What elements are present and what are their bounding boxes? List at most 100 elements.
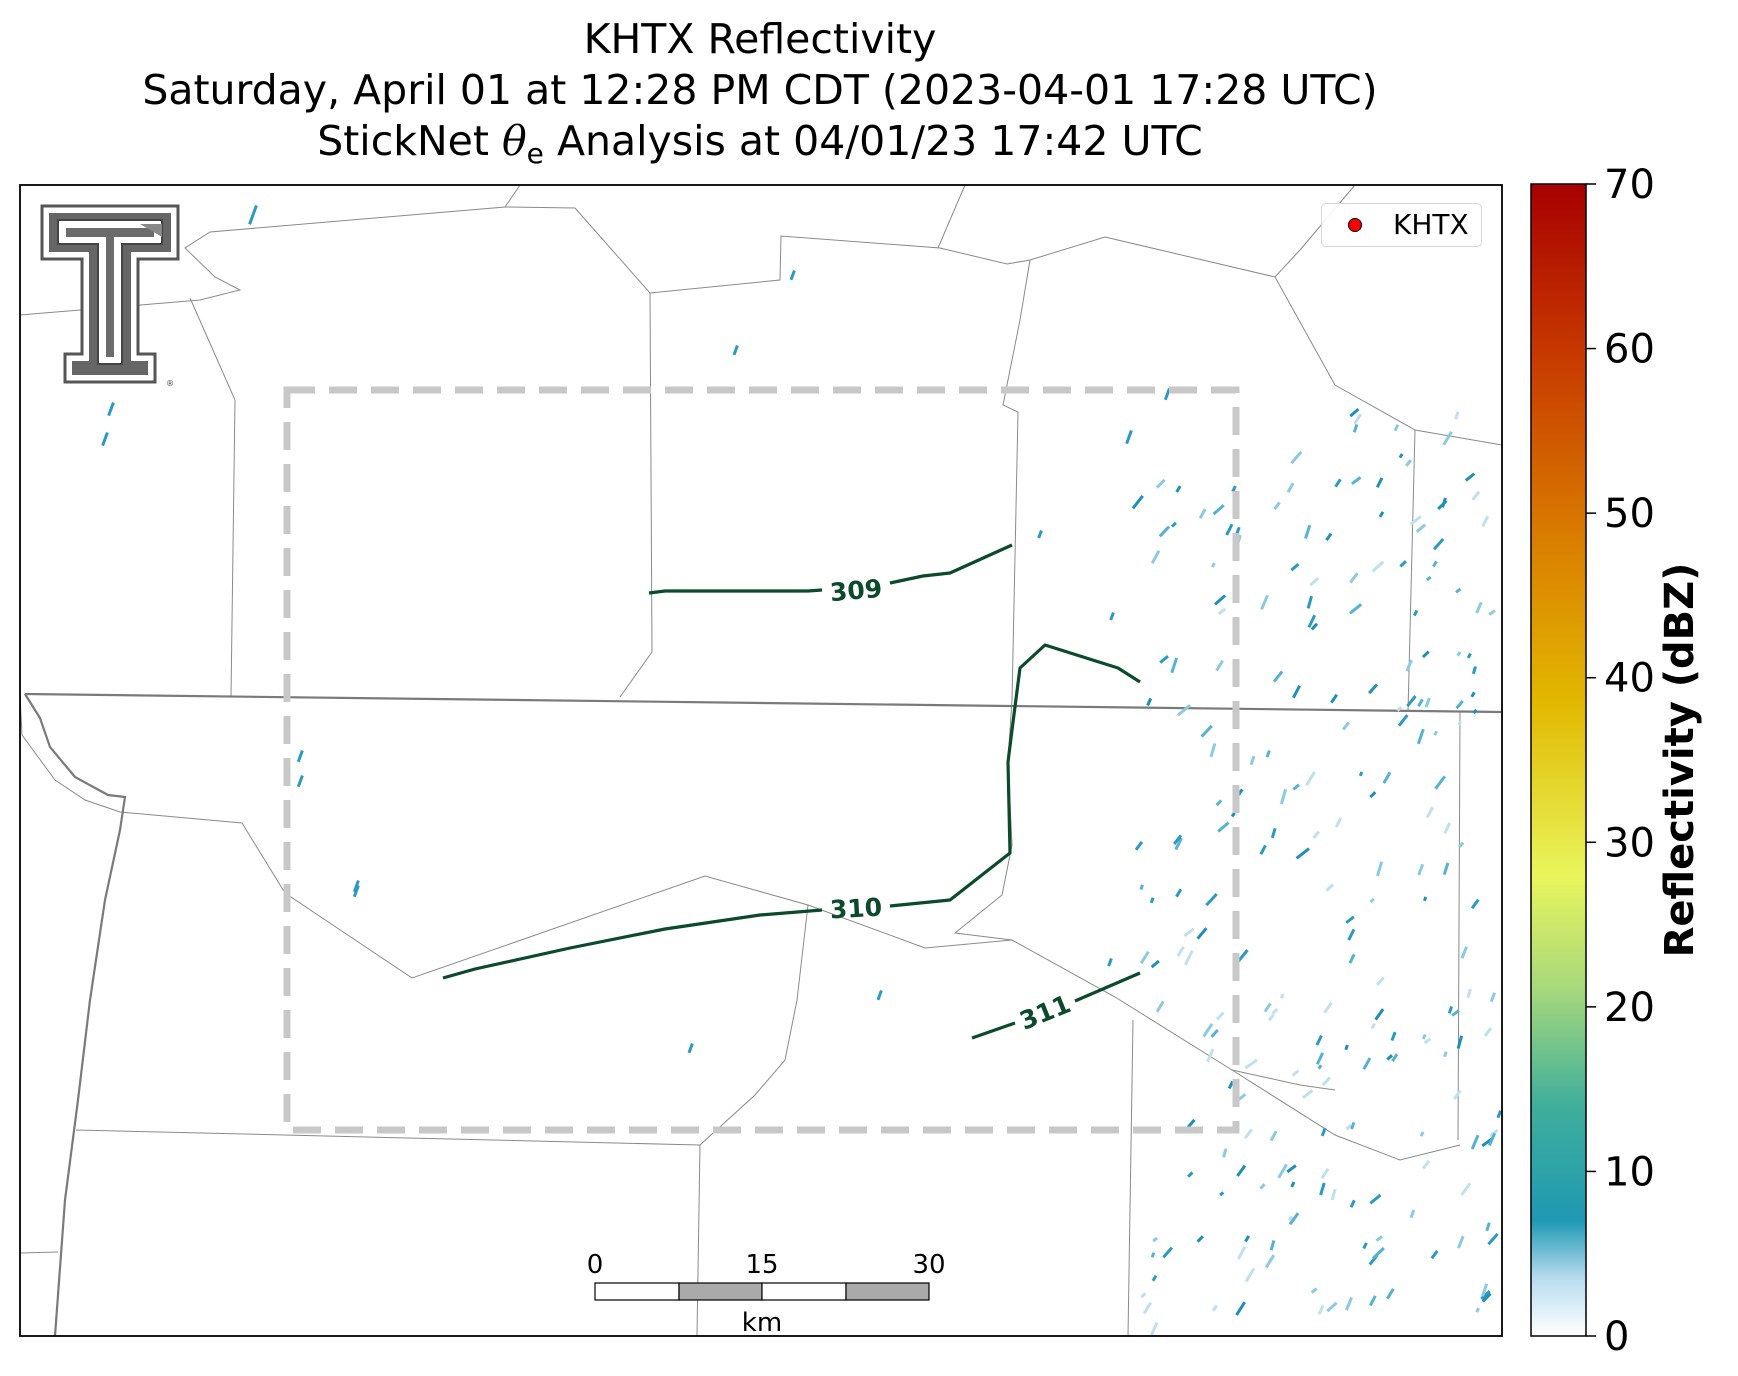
reflectivity-speck	[352, 880, 360, 893]
colorbar-tick-label: 60	[1604, 327, 1655, 373]
reflectivity-speck	[1455, 587, 1462, 594]
colorbar-tick-label: 10	[1604, 1149, 1655, 1195]
scale-tick-15: 15	[745, 1250, 778, 1280]
reflectivity-speck	[1443, 822, 1452, 834]
reflectivity-speck	[1196, 927, 1208, 940]
reflectivity-returns	[101, 205, 1502, 1336]
reflectivity-speck	[1415, 523, 1427, 533]
reflectivity-speck	[1295, 847, 1310, 860]
reflectivity-speck	[1244, 1235, 1251, 1243]
reflectivity-speck	[1371, 560, 1385, 573]
reflectivity-speck	[1210, 1029, 1219, 1038]
reflectivity-speck	[1487, 1232, 1499, 1246]
reflectivity-speck	[1150, 959, 1160, 969]
reflectivity-speck	[1423, 896, 1428, 902]
reflectivity-speck	[1219, 1191, 1225, 1197]
reflectivity-speck	[1447, 1006, 1453, 1014]
reflectivity-speck	[1454, 411, 1460, 420]
reflectivity-speck	[1317, 1064, 1323, 1070]
reflectivity-speck	[1369, 1193, 1382, 1205]
reflectivity-speck	[1326, 1301, 1338, 1313]
reflectivity-speck	[1341, 721, 1351, 731]
reflectivity-speck	[1139, 884, 1144, 891]
reflectivity-speck	[1286, 482, 1295, 493]
reflectivity-speck	[1205, 893, 1218, 907]
reflectivity-speck	[1385, 1288, 1395, 1300]
reflectivity-speck	[1350, 476, 1362, 486]
contour-label-310: 310	[829, 893, 883, 925]
reflectivity-speck	[1273, 501, 1281, 511]
reflectivity-speck	[1397, 714, 1409, 727]
reflectivity-speck	[1375, 477, 1384, 488]
reflectivity-speck	[1152, 1236, 1158, 1243]
colorbar-tick-label: 50	[1604, 491, 1655, 537]
scale-tick-0: 0	[587, 1250, 604, 1280]
reflectivity-speck	[1107, 957, 1113, 967]
reflectivity-speck	[1140, 1292, 1147, 1299]
reflectivity-speck	[1292, 684, 1301, 699]
reflectivity-speck	[1320, 1127, 1327, 1137]
reflectivity-speck	[1417, 698, 1424, 708]
reflectivity-speck	[1210, 562, 1216, 568]
reflectivity-speck	[1170, 657, 1179, 674]
reflectivity-speck	[1162, 1246, 1174, 1259]
reflectivity-speck	[1151, 1274, 1158, 1282]
texas-tech-logo: ®	[40, 204, 180, 393]
reflectivity-speck	[1442, 431, 1453, 446]
reflectivity-speck	[1150, 1252, 1156, 1258]
reflectivity-speck	[1396, 705, 1403, 712]
colorbar-gradient	[1530, 183, 1587, 1337]
reflectivity-speck	[101, 432, 109, 447]
reflectivity-speck	[248, 205, 258, 225]
reflectivity-speck	[1376, 976, 1385, 986]
reflectivity-speck	[1362, 1242, 1368, 1250]
legend: KHTX	[1321, 203, 1482, 247]
reflectivity-speck	[1481, 1292, 1492, 1303]
scale-unit: km	[742, 1308, 782, 1335]
reflectivity-speck	[1425, 806, 1435, 819]
reflectivity-speck	[1451, 1009, 1460, 1017]
reflectivity-speck	[1037, 529, 1043, 539]
colorbar: 0 10 20 30 40 50 60 70	[1530, 162, 1655, 1360]
reflectivity-speck	[1350, 1121, 1356, 1130]
reflectivity-speck	[1460, 1182, 1472, 1196]
reflectivity-speck	[1236, 1164, 1247, 1177]
reflectivity-speck	[1470, 1134, 1480, 1150]
colorbar-ticks: 0 10 20 30 40 50 60 70	[1586, 162, 1655, 1360]
reflectivity-speck	[1209, 743, 1217, 758]
reflectivity-speck	[1406, 695, 1417, 707]
reflectivity-speck	[1211, 1304, 1218, 1312]
scale-bar: 0 15 30 km	[585, 1245, 946, 1339]
reflectivity-speck	[1290, 563, 1300, 572]
reflectivity-speck	[1217, 607, 1227, 616]
reflectivity-speck	[1452, 1089, 1462, 1100]
reflectivity-speck	[1200, 724, 1213, 738]
reflectivity-speck	[1409, 1209, 1416, 1219]
legend-label: KHTX	[1393, 208, 1469, 241]
reflectivity-speck	[1243, 1128, 1254, 1140]
reflectivity-speck	[1158, 525, 1171, 538]
colorbar-tick-label: 20	[1604, 985, 1655, 1031]
reflectivity-speck	[1424, 697, 1431, 708]
reflectivity-speck	[1432, 560, 1438, 568]
reflectivity-speck	[1270, 827, 1277, 839]
theta-e-contours	[442, 543, 1141, 1040]
reflectivity-speck	[296, 750, 304, 763]
reflectivity-speck	[107, 402, 115, 417]
reflectivity-speck	[1271, 1008, 1279, 1015]
reflectivity-speck	[1323, 1001, 1333, 1014]
reflectivity-speck	[1175, 888, 1183, 898]
reflectivity-speck	[1471, 490, 1481, 501]
reflectivity-speck	[1352, 423, 1359, 433]
reflectivity-speck	[1320, 1167, 1330, 1180]
reflectivity-speck	[1142, 1301, 1153, 1315]
reflectivity-speck	[1317, 1304, 1325, 1315]
reflectivity-speck	[1421, 650, 1430, 659]
colorbar-tick-label: 70	[1604, 162, 1655, 208]
reflectivity-speck	[1330, 693, 1339, 704]
reflectivity-speck	[1481, 515, 1490, 527]
contour-310-west	[442, 908, 823, 980]
reflectivity-speck	[1434, 775, 1447, 790]
reflectivity-speck	[1437, 499, 1448, 511]
reflectivity-speck	[1155, 1000, 1165, 1013]
